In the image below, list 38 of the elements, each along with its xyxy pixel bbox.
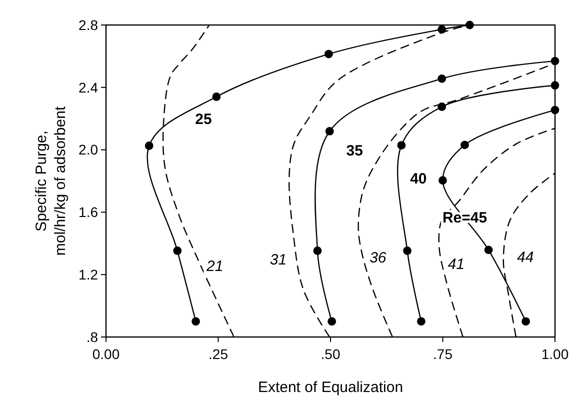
- x-tick-label: .50: [320, 346, 340, 362]
- series-label: 36: [370, 249, 387, 266]
- point: [522, 317, 530, 326]
- series-label: 35: [346, 142, 363, 160]
- point: [192, 317, 200, 326]
- point: [484, 246, 493, 254]
- point: [438, 102, 446, 111]
- series-label: 44: [517, 249, 534, 266]
- series-label: 21: [205, 258, 224, 275]
- y-tick-label: 2.8: [78, 16, 98, 33]
- point: [144, 142, 154, 150]
- point: [417, 317, 426, 326]
- y-tick-label: 2.4: [78, 79, 98, 96]
- series-label: 31: [270, 252, 287, 269]
- y-tick-label: .8: [86, 328, 98, 345]
- series-label: 25: [195, 111, 212, 128]
- x-axis-title: Extent of Equalization: [258, 379, 404, 396]
- x-tick-label: 1.00: [541, 346, 569, 362]
- y-tick-label: 2.0: [78, 142, 98, 158]
- point: [403, 246, 412, 255]
- series-label: 40: [410, 170, 427, 188]
- point: [328, 317, 336, 326]
- y-tick-label: 1.6: [78, 204, 98, 220]
- x-tick-label: 0.00: [92, 346, 120, 362]
- y-axis-title: Specific Purge, mol/hr/kg of adsorbent: [33, 106, 69, 256]
- point: [460, 140, 469, 150]
- point: [325, 127, 334, 136]
- x-tick-label: .25: [208, 346, 228, 362]
- series-label: 41: [448, 256, 464, 273]
- point: [173, 246, 182, 255]
- y-tick-label: 1.2: [78, 266, 98, 282]
- x-tick-label: .75: [433, 346, 453, 362]
- point: [313, 246, 322, 255]
- point: [324, 50, 333, 58]
- point: [212, 92, 221, 101]
- point: [438, 176, 447, 185]
- point: [438, 74, 446, 83]
- point: [397, 141, 406, 150]
